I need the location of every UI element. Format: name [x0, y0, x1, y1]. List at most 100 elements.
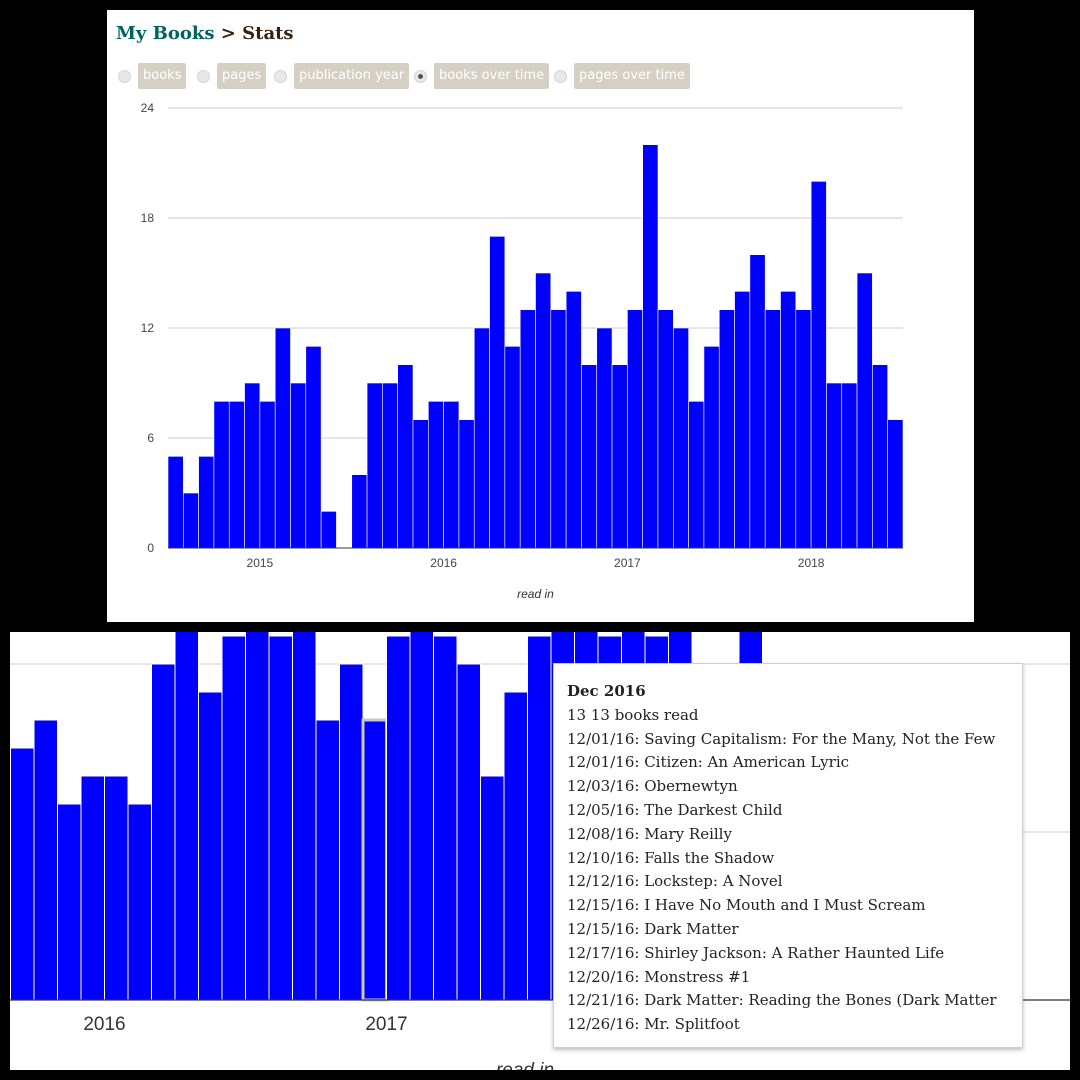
bar[interactable]: [872, 364, 888, 549]
y-tick-label: 0: [147, 541, 154, 555]
tab-pages[interactable]: pages: [197, 63, 267, 89]
bar[interactable]: [458, 419, 475, 549]
bar[interactable]: [183, 492, 199, 549]
bar[interactable]: [268, 635, 293, 1001]
radio-books-over-time[interactable]: [414, 69, 427, 83]
tooltip-title: Dec 2016: [567, 682, 646, 700]
bar[interactable]: [228, 401, 245, 549]
x-tick-label: 2018: [798, 556, 825, 570]
radio-pages[interactable]: [197, 69, 210, 83]
bar[interactable]: [596, 327, 613, 549]
bar[interactable]: [550, 309, 567, 549]
tooltip-entry: 12/26/16: Mr. Splitfoot: [567, 1015, 740, 1034]
bar[interactable]: [642, 144, 659, 549]
bar[interactable]: [244, 382, 261, 549]
tab-books-over-time-label[interactable]: books over time: [434, 63, 550, 89]
my-books-link[interactable]: My Books: [116, 23, 215, 44]
bar[interactable]: [339, 663, 364, 1001]
bar[interactable]: [221, 635, 246, 1001]
bar[interactable]: [198, 691, 223, 1001]
bar[interactable]: [673, 327, 689, 549]
bar[interactable]: [443, 401, 460, 549]
bar[interactable]: [409, 632, 434, 1001]
bar[interactable]: [245, 632, 270, 1001]
breadcrumb: My Books > Stats: [116, 23, 294, 44]
tooltip-entries: 12/01/16: Saving Capitalism: For the Man…: [567, 728, 1022, 1037]
bar[interactable]: [274, 327, 291, 549]
tab-pages-over-time[interactable]: pages over time: [554, 63, 690, 89]
bar[interactable]: [433, 635, 458, 1001]
bar[interactable]: [351, 474, 368, 549]
bar[interactable]: [127, 803, 152, 1001]
tooltip-entry: 12/03/16: Obernewtyn: [567, 777, 738, 796]
x-tick-label: 2016: [83, 1014, 125, 1035]
bar[interactable]: [627, 309, 643, 549]
bar[interactable]: [456, 663, 481, 1001]
bar[interactable]: [366, 382, 383, 549]
bar[interactable]: [780, 291, 797, 549]
tab-books[interactable]: books: [118, 63, 187, 89]
bar[interactable]: [611, 364, 628, 549]
radio-pages-over-time[interactable]: [554, 69, 567, 83]
tooltip-entry: 12/17/16: Shirley Jackson: A Rather Haun…: [567, 943, 945, 962]
bar[interactable]: [151, 663, 176, 1001]
bar[interactable]: [795, 309, 812, 549]
bar[interactable]: [657, 309, 674, 549]
bar[interactable]: [57, 803, 82, 1001]
bar[interactable]: [489, 236, 506, 549]
bar[interactable]: [290, 382, 307, 549]
bar[interactable]: [10, 747, 35, 1001]
bar[interactable]: [519, 309, 536, 549]
bar[interactable]: [473, 327, 490, 549]
bar[interactable]: [480, 775, 505, 1001]
tab-books-over-time[interactable]: books over time: [414, 63, 550, 89]
bar[interactable]: [565, 291, 582, 549]
tab-pages-label[interactable]: pages: [217, 63, 267, 89]
bar[interactable]: [397, 364, 414, 549]
bar[interactable]: [386, 635, 411, 1001]
bar[interactable]: [764, 309, 781, 549]
y-tick-label: 12: [141, 321, 155, 335]
highlighted-bar[interactable]: [361, 718, 388, 1002]
bar[interactable]: [315, 719, 340, 1001]
bar[interactable]: [174, 632, 199, 1001]
bar[interactable]: [856, 272, 873, 549]
tab-books-label[interactable]: books: [138, 63, 187, 89]
bar[interactable]: [581, 364, 598, 549]
tooltip-entry: 12/08/16: Mary Reilly: [567, 824, 732, 843]
bar[interactable]: [826, 382, 843, 549]
bar[interactable]: [412, 419, 429, 549]
bar[interactable]: [428, 401, 444, 549]
bar[interactable]: [527, 635, 552, 1001]
tab-publication-year-label[interactable]: publication year: [294, 63, 410, 89]
bar[interactable]: [33, 719, 58, 1001]
bar[interactable]: [167, 456, 184, 549]
bar[interactable]: [703, 346, 720, 549]
bar[interactable]: [810, 181, 827, 549]
bar[interactable]: [749, 254, 766, 549]
bar[interactable]: [80, 775, 105, 1001]
tooltip-entry: 12/21/16: Dark Matter: Reading the Bones…: [567, 991, 997, 1010]
bar[interactable]: [382, 382, 398, 549]
bar[interactable]: [734, 291, 751, 549]
bar[interactable]: [320, 511, 337, 549]
bar[interactable]: [292, 632, 317, 1001]
bar[interactable]: [504, 346, 521, 549]
bar[interactable]: [503, 691, 528, 1001]
tab-pages-over-time-label[interactable]: pages over time: [574, 63, 690, 89]
bar[interactable]: [535, 272, 552, 549]
bar[interactable]: [259, 401, 276, 549]
radio-publication-year[interactable]: [274, 69, 287, 83]
bar[interactable]: [213, 401, 230, 549]
tooltip-summary: 13 13 books read: [567, 705, 699, 724]
bar[interactable]: [718, 309, 735, 549]
bar[interactable]: [104, 775, 129, 1001]
bar[interactable]: [887, 419, 904, 549]
bar[interactable]: [841, 382, 858, 549]
tab-publication-year[interactable]: publication year: [274, 63, 410, 89]
bar[interactable]: [305, 346, 322, 549]
x-tick-label: 2017: [365, 1014, 407, 1035]
bar[interactable]: [688, 401, 705, 549]
bar[interactable]: [198, 456, 215, 549]
radio-books[interactable]: [118, 69, 131, 83]
